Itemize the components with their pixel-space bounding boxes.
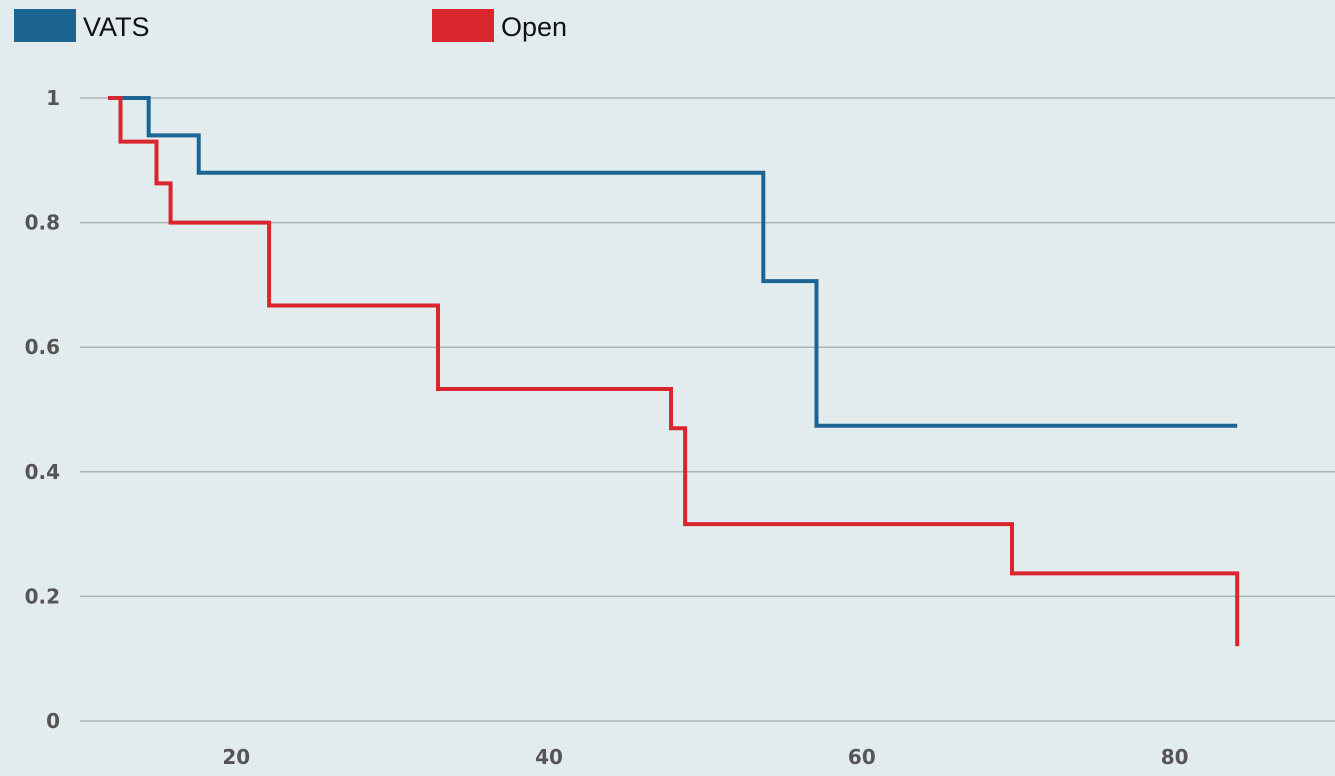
y-tick-label: 0 xyxy=(46,709,60,733)
x-axis: 20 40 60 80 xyxy=(222,745,1188,769)
plot-area xyxy=(108,96,1240,647)
legend-label-open: Open xyxy=(501,12,567,42)
x-tick-label: 80 xyxy=(1161,745,1189,769)
x-tick-label: 60 xyxy=(848,745,876,769)
grid xyxy=(80,97,1335,722)
legend: VATS Open xyxy=(14,9,567,42)
x-tick-label: 20 xyxy=(222,745,250,769)
y-tick-label: 0.2 xyxy=(25,584,60,608)
x-tick-label: 40 xyxy=(535,745,563,769)
y-tick-label: 0.4 xyxy=(25,460,60,484)
legend-label-vats: VATS xyxy=(83,12,150,42)
legend-swatch-vats xyxy=(14,9,76,42)
y-axis: 0 0.2 0.4 0.6 0.8 1 xyxy=(25,86,60,733)
series-line-open xyxy=(108,96,1240,647)
series-line-vats xyxy=(108,96,1238,428)
y-tick-label: 0.8 xyxy=(25,211,60,235)
legend-swatch-open xyxy=(432,9,494,42)
y-tick-label: 1 xyxy=(46,86,60,110)
y-tick-label: 0.6 xyxy=(25,335,60,359)
